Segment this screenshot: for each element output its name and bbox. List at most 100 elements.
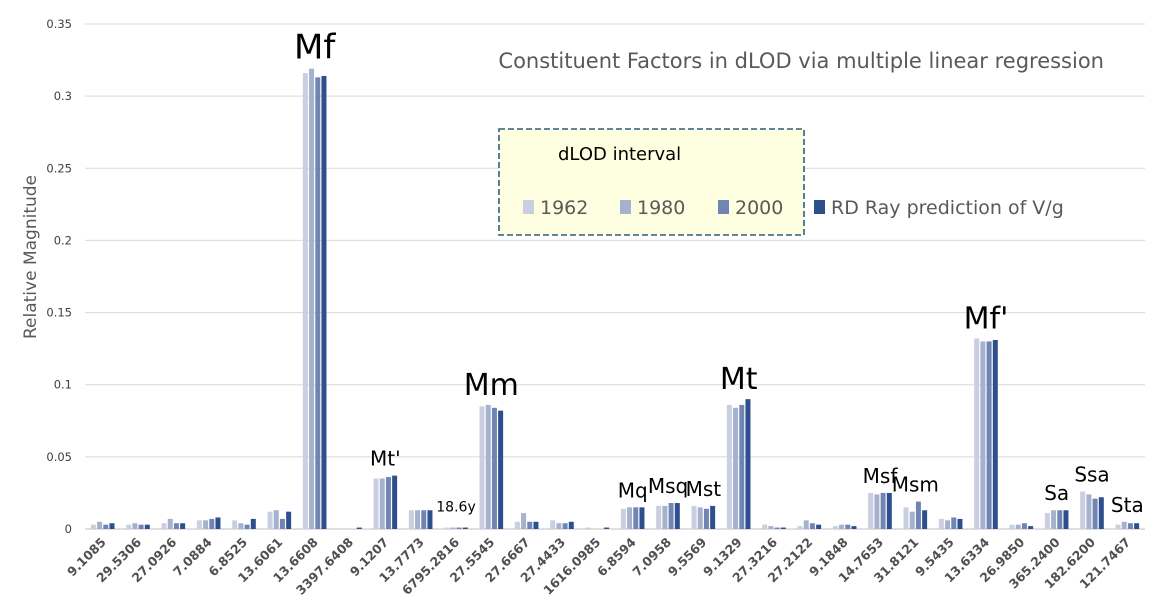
legend-label: 2000 — [735, 197, 783, 219]
bars — [90, 68, 1140, 530]
bar — [267, 511, 273, 529]
bar — [427, 510, 433, 529]
y-tick-label: 0.15 — [46, 306, 72, 320]
bar — [938, 518, 944, 529]
bar — [1063, 510, 1069, 529]
bar — [138, 524, 144, 529]
y-tick-label: 0.35 — [46, 17, 72, 31]
bar — [945, 520, 951, 529]
bar-annotation: Mst — [686, 477, 722, 501]
legend-label: 1962 — [540, 197, 588, 219]
gridlines — [85, 23, 1145, 530]
bar — [167, 518, 173, 529]
bar — [385, 477, 391, 529]
bar — [697, 507, 703, 529]
legend-swatch — [814, 200, 825, 214]
y-tick-label: 0.05 — [46, 450, 72, 464]
bar — [408, 510, 414, 529]
bar — [774, 527, 780, 529]
y-tick-label: 0.2 — [54, 233, 72, 247]
bar — [444, 527, 450, 529]
bar — [839, 524, 845, 529]
bar — [909, 511, 915, 529]
bar — [126, 524, 132, 529]
bar — [703, 508, 709, 529]
bar — [1134, 523, 1140, 529]
bar — [668, 503, 674, 529]
bar — [279, 518, 285, 529]
bar — [498, 410, 504, 529]
bar — [97, 521, 103, 529]
bar — [215, 517, 221, 529]
bar-annotation: Mf' — [964, 302, 1009, 337]
bar — [1057, 510, 1063, 529]
bar — [479, 406, 485, 529]
bar — [768, 526, 774, 529]
y-axis-ticks: 0 0.05 0.1 0.15 0.2 0.25 0.3 0.35 — [46, 17, 72, 536]
bar — [674, 503, 680, 529]
bar — [1121, 521, 1127, 529]
legend-swatch — [718, 200, 729, 214]
bar — [1092, 498, 1098, 529]
bar — [992, 339, 998, 529]
bar — [302, 73, 308, 530]
bar — [568, 521, 574, 529]
bar — [845, 524, 851, 529]
y-tick-label: 0.1 — [54, 378, 72, 392]
y-tick-label: 0.25 — [46, 161, 72, 175]
bar-annotation: Mq — [618, 478, 648, 502]
bar — [315, 77, 321, 529]
bar — [903, 507, 909, 529]
bar — [726, 404, 732, 529]
bar — [273, 510, 279, 529]
legend-box — [498, 128, 805, 236]
bar-annotation: Ssa — [1074, 462, 1109, 486]
bar — [161, 523, 167, 529]
bar — [957, 518, 963, 529]
bar — [1015, 524, 1021, 529]
bar — [286, 511, 292, 529]
bar — [604, 527, 610, 529]
bar — [491, 407, 497, 529]
legend-swatch — [523, 200, 534, 214]
bar — [244, 524, 250, 529]
bar — [550, 520, 556, 529]
bar — [209, 518, 215, 529]
bar — [816, 524, 822, 529]
bar — [874, 494, 880, 529]
bar — [250, 518, 256, 529]
legend-label: RD Ray prediction of V/g — [831, 197, 1064, 219]
legend: dLOD interval 1962 1980 2000 RD Ray predict… — [498, 128, 1064, 236]
bar — [1028, 526, 1034, 529]
legend-title: dLOD interval — [558, 144, 681, 165]
bar — [562, 523, 568, 529]
bar — [922, 510, 928, 529]
y-tick-label: 0 — [65, 522, 72, 536]
bar — [762, 524, 768, 529]
bar-annotation: Mf — [294, 28, 336, 68]
bar-annotation: Msf — [863, 464, 899, 488]
chart-title: Constituent Factors in dLOD via multiple… — [498, 49, 1104, 73]
legend-label: 1980 — [637, 197, 685, 219]
bar — [356, 527, 362, 529]
bar — [1127, 523, 1133, 529]
bar — [132, 523, 138, 529]
bar — [462, 527, 468, 529]
y-tick-label: 0.3 — [54, 89, 72, 103]
bar — [173, 523, 179, 529]
bar — [803, 520, 809, 529]
bar — [196, 520, 202, 529]
bar — [514, 521, 520, 529]
bar — [986, 341, 992, 529]
bar-annotation: Msq — [648, 474, 688, 498]
bar — [639, 507, 645, 529]
bar — [797, 526, 803, 529]
bar — [627, 507, 633, 529]
bar — [1021, 523, 1027, 529]
bar — [556, 523, 562, 529]
bar — [109, 523, 115, 529]
bar — [915, 501, 921, 529]
bar — [456, 527, 462, 529]
bar — [450, 527, 456, 529]
